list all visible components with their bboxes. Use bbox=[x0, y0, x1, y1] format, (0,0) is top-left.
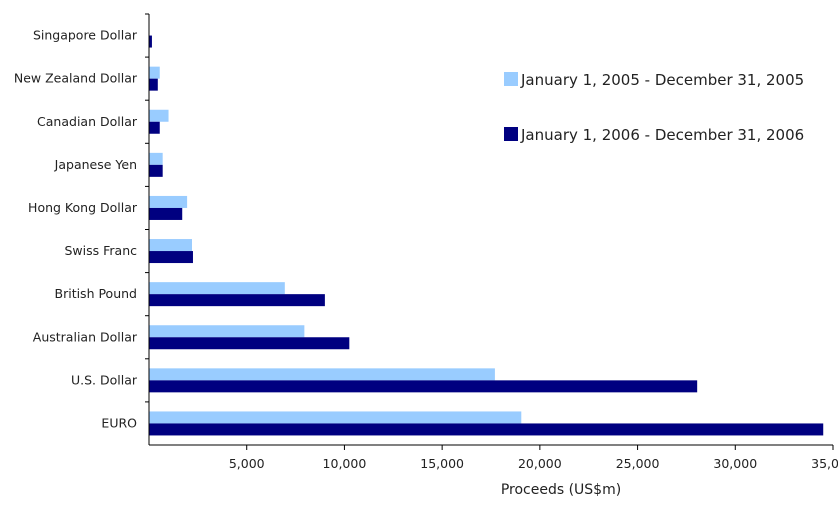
bar-swiss-franc-2005 bbox=[149, 239, 192, 252]
bar-swiss-franc-2006 bbox=[149, 251, 193, 264]
x-tick-label: 5,000 bbox=[229, 456, 265, 471]
x-tick-label: 20,000 bbox=[518, 456, 562, 471]
category-label: Singapore Dollar bbox=[33, 28, 138, 43]
x-axis-ticks: 5,000 10,000 15,000 20,000 25,000 30,000 35,00… bbox=[229, 445, 838, 471]
bar-australian-dollar-2005 bbox=[149, 325, 305, 338]
legend-label: January 1, 2006 - December 31, 2006 bbox=[520, 126, 804, 144]
legend: January 1, 2005 - December 31, 2005 Janua… bbox=[504, 71, 804, 144]
bar-euro-2005 bbox=[149, 411, 522, 424]
x-tick-label: 10,000 bbox=[323, 456, 367, 471]
x-tick-label: 30,000 bbox=[713, 456, 757, 471]
category-label: Hong Kong Dollar bbox=[28, 200, 138, 215]
bar-u-s-dollar-2005 bbox=[149, 368, 495, 381]
x-tick-label: 25,000 bbox=[616, 456, 660, 471]
bar-japanese-yen-2005 bbox=[149, 152, 163, 165]
bar-new-zealand-dollar-2005 bbox=[149, 66, 160, 79]
bars-group bbox=[149, 35, 824, 436]
bar-u-s-dollar-2006 bbox=[149, 380, 698, 393]
bar-new-zealand-dollar-2006 bbox=[149, 78, 158, 91]
legend-swatch bbox=[504, 127, 518, 141]
category-label: Australian Dollar bbox=[33, 329, 138, 344]
category-label: U.S. Dollar bbox=[71, 372, 138, 387]
category-label: British Pound bbox=[55, 286, 138, 301]
category-label: New Zealand Dollar bbox=[14, 71, 138, 86]
bar-canadian-dollar-2006 bbox=[149, 121, 160, 134]
bar-canadian-dollar-2005 bbox=[149, 109, 169, 122]
bar-british-pound-2005 bbox=[149, 282, 285, 295]
x-axis-title: Proceeds (US$m) bbox=[501, 482, 621, 498]
legend-label: January 1, 2005 - December 31, 2005 bbox=[520, 71, 804, 89]
bar-british-pound-2006 bbox=[149, 294, 325, 307]
x-tick-label: 35,000 bbox=[811, 456, 838, 471]
category-label: EURO bbox=[101, 415, 137, 430]
category-label: Japanese Yen bbox=[54, 157, 137, 172]
bar-hong-kong-dollar-2006 bbox=[149, 207, 183, 220]
bar-singapore-dollar-2006 bbox=[149, 35, 152, 48]
bar-hong-kong-dollar-2005 bbox=[149, 195, 188, 208]
category-label: Swiss Franc bbox=[64, 243, 137, 258]
category-labels: Singapore Dollar New Zealand Dollar Canadi… bbox=[14, 13, 149, 430]
bar-australian-dollar-2006 bbox=[149, 337, 350, 350]
legend-swatch bbox=[504, 72, 518, 86]
category-label: Canadian Dollar bbox=[37, 114, 138, 129]
bar-euro-2006 bbox=[149, 423, 824, 436]
bar-japanese-yen-2006 bbox=[149, 164, 163, 177]
x-tick-label: 15,000 bbox=[420, 456, 464, 471]
